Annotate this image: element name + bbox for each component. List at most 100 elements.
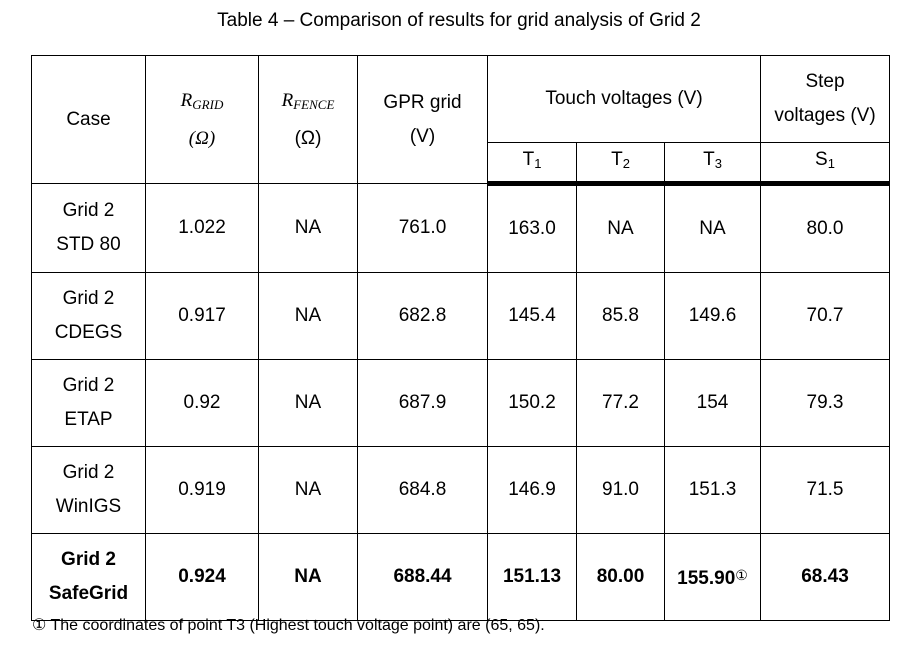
value: 155.90: [677, 568, 736, 589]
subscript: 2: [622, 156, 630, 171]
case-text: Grid 2: [62, 200, 115, 221]
value-cell: 150.2: [487, 359, 577, 447]
table-title: Table 4 – Comparison of results for grid…: [217, 10, 701, 31]
value-cell: 145.4: [487, 272, 577, 360]
value: 154: [696, 392, 729, 413]
header-cell: Step voltages (V): [760, 55, 890, 143]
case-text: Grid 2: [62, 288, 115, 309]
value: 70.7: [806, 305, 844, 326]
value: 0.924: [178, 566, 226, 587]
unit: (Ω): [294, 127, 322, 149]
unit: (Ω): [188, 127, 216, 149]
header-text: Touch voltages (V): [545, 88, 703, 109]
header-cell: RFENCE (Ω): [258, 55, 358, 184]
value-cell: NA: [258, 183, 358, 273]
value: 85.8: [602, 305, 639, 326]
value: 682.8: [398, 305, 447, 326]
value-cell: 91.0: [576, 446, 665, 534]
value-cell: NA: [258, 272, 358, 360]
value-cell: 682.8: [357, 272, 488, 360]
value-cell: 761.0: [357, 183, 488, 273]
case-cell: Grid 2 SafeGrid: [31, 533, 146, 621]
value-cell: 163.0: [487, 183, 577, 273]
header-text: voltages (V): [774, 105, 876, 126]
value-cell: 1.022: [145, 183, 259, 273]
value: NA: [607, 218, 634, 239]
symbol: T: [703, 149, 715, 170]
value-cell: 154: [664, 359, 761, 447]
value: 145.4: [508, 305, 556, 326]
subscript: 3: [714, 156, 722, 171]
value: 761.0: [398, 217, 447, 238]
header-text: Case: [66, 108, 111, 130]
value: 79.3: [806, 392, 844, 413]
header-cell: Case: [31, 55, 146, 184]
header-text: Step: [805, 71, 845, 92]
subheader-cell: T3: [664, 142, 761, 186]
subscript: 1: [827, 156, 835, 171]
value: NA: [294, 217, 322, 238]
data-row: Grid 2 CDEGS 0.917 NA 682.8 145.4 85.8 149.6 70.…: [31, 272, 890, 360]
value: NA: [294, 392, 322, 413]
results-table: Case RGRID (Ω) RFENCE (Ω) GPR grid (V) Touch vo…: [31, 55, 890, 621]
value: 80.00: [596, 566, 645, 587]
footnote-marker: ①: [32, 617, 47, 634]
value: 68.43: [801, 566, 849, 587]
value-cell: 71.5: [760, 446, 890, 534]
subheader-cell: T2: [576, 142, 665, 186]
value: NA: [699, 218, 726, 239]
value-cell: 80.00: [576, 533, 665, 621]
symbol: S: [815, 149, 828, 170]
case-text: Grid 2: [61, 549, 116, 570]
data-row: Grid 2 STD 80 1.022 NA 761.0 163.0 NA NA 80.0: [31, 183, 890, 273]
symbol: R: [281, 89, 294, 111]
value-cell: NA: [576, 183, 665, 273]
value-cell: 688.44: [357, 533, 488, 621]
value: 684.8: [398, 479, 447, 500]
case-cell: Grid 2 CDEGS: [31, 272, 146, 360]
value-cell: 77.2: [576, 359, 665, 447]
value-cell: 0.92: [145, 359, 259, 447]
header-text: GPR grid: [383, 91, 462, 113]
value: 687.9: [398, 392, 447, 413]
value: 149.6: [688, 305, 737, 326]
case-text: ETAP: [64, 409, 113, 430]
case-text: SafeGrid: [48, 583, 129, 604]
value-cell: 80.0: [760, 183, 890, 273]
value-cell: NA: [258, 446, 358, 534]
value-cell: 0.919: [145, 446, 259, 534]
footnote: ① The coordinates of point T3 (Highest t…: [32, 615, 545, 635]
header-cell: Touch voltages (V): [487, 55, 761, 143]
value-cell: 151.13: [487, 533, 577, 621]
value: 71.5: [806, 479, 844, 500]
value-cell: 687.9: [357, 359, 488, 447]
value-cell: NA: [258, 359, 358, 447]
value-cell: NA: [258, 533, 358, 621]
value: 0.92: [183, 392, 221, 413]
symbol: T: [522, 149, 535, 170]
value: 0.919: [178, 479, 226, 500]
value: 91.0: [602, 479, 639, 500]
header-cell: RGRID (Ω): [145, 55, 259, 184]
subscript: FENCE: [293, 96, 335, 112]
value-cell: 79.3: [760, 359, 890, 447]
value: 146.9: [508, 479, 556, 500]
value: NA: [294, 479, 322, 500]
value-cell: 146.9: [487, 446, 577, 534]
header-row: T1 T2 T3 S1: [32, 142, 890, 186]
subheader-cell: S1: [760, 142, 890, 186]
value-cell: 70.7: [760, 272, 890, 360]
value: 151.13: [502, 566, 562, 587]
value: 151.3: [688, 479, 737, 500]
value: 688.44: [393, 566, 452, 587]
value-cell: 149.6: [664, 272, 761, 360]
case-text: Grid 2: [62, 375, 115, 396]
footnote-text: The coordinates of point T3 (Highest tou…: [50, 617, 545, 634]
data-row: Grid 2 ETAP 0.92 NA 687.9 150.2 77.2 154 79.3: [31, 359, 890, 447]
case-cell: Grid 2 ETAP: [31, 359, 146, 447]
subheader-cell: T1: [487, 142, 577, 186]
symbol: T: [611, 149, 623, 170]
value-cell: 68.43: [760, 533, 890, 621]
header-text: (V): [409, 125, 436, 147]
